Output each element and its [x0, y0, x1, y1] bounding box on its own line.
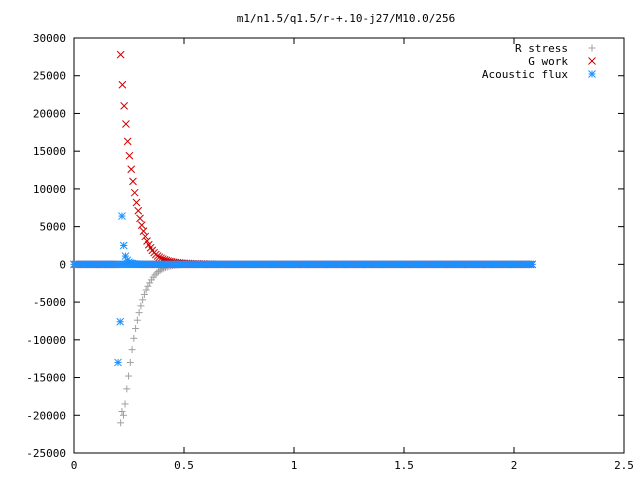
data-point — [132, 325, 140, 332]
data-point — [116, 50, 125, 59]
y-tick-label: 15000 — [33, 145, 66, 158]
plot-frame — [73, 37, 625, 454]
data-point — [128, 346, 136, 354]
data-point — [140, 291, 148, 299]
legend-marker — [588, 57, 596, 65]
x-tick-label: 2.5 — [614, 459, 634, 472]
data-point — [119, 241, 128, 250]
y-tick-label: -25000 — [26, 447, 66, 460]
data-point — [127, 165, 136, 174]
data-point — [120, 411, 127, 419]
data-point — [137, 302, 145, 310]
data-point — [137, 221, 146, 229]
y-tick-label: 25000 — [33, 70, 66, 83]
x-tick-label: 1.5 — [394, 459, 414, 472]
data-point — [118, 408, 126, 415]
data-point — [129, 177, 137, 186]
data-point — [139, 227, 148, 236]
data-point — [123, 137, 132, 146]
x-tick-label: 0.5 — [174, 459, 194, 472]
data-point — [528, 260, 537, 269]
data-marks — [70, 50, 537, 427]
x-tick-label: 0 — [71, 459, 78, 472]
y-tick-label: -10000 — [26, 334, 66, 347]
legend-label: R stress — [515, 42, 568, 55]
data-point — [125, 372, 133, 380]
zero-line-points — [70, 260, 537, 269]
data-point — [123, 385, 131, 393]
data-point — [114, 358, 122, 367]
data-point — [144, 282, 152, 290]
y-tick-label: -15000 — [26, 372, 66, 385]
x-tick-label: 2 — [511, 459, 518, 472]
data-point — [155, 253, 164, 262]
data-point — [154, 268, 162, 276]
chart-title: m1/n1.5/q1.5/r-+.10-j27/M10.0/256 — [237, 12, 456, 25]
data-point — [118, 80, 127, 89]
data-point — [120, 102, 129, 110]
data-point — [153, 269, 161, 277]
y-tick-label: 5000 — [40, 221, 67, 234]
legend-label: Acoustic flux — [482, 68, 568, 81]
data-point — [133, 316, 141, 324]
legend-label: G work — [528, 55, 568, 68]
data-point — [132, 198, 141, 207]
data-point — [126, 358, 134, 366]
data-point — [130, 334, 138, 342]
y-tick-label: 0 — [59, 258, 66, 271]
y-axis: 30000 25000 20000 15000 10000 5000 0 -5000 -1000… — [26, 32, 624, 460]
y-tick-label: -5000 — [33, 296, 66, 309]
y-tick-label: 30000 — [33, 32, 66, 45]
legend-marker — [588, 70, 596, 78]
x-tick-label: 1 — [291, 459, 298, 472]
data-point — [136, 214, 144, 223]
data-point — [130, 188, 139, 197]
data-point — [143, 237, 151, 245]
data-point — [117, 419, 125, 427]
x-axis: 0 0.5 1 1.5 2 2.5 — [71, 38, 634, 472]
y-tick-label: -20000 — [26, 409, 66, 422]
data-point — [141, 232, 150, 241]
data-point — [118, 212, 126, 220]
data-point — [125, 151, 134, 160]
legend-marker — [588, 44, 596, 52]
y-tick-label: 10000 — [33, 183, 66, 196]
y-tick-label: 20000 — [33, 107, 66, 120]
data-point — [142, 286, 150, 294]
data-point — [135, 309, 143, 317]
data-point — [134, 206, 143, 215]
data-point — [139, 296, 147, 304]
data-point — [121, 400, 129, 408]
data-point — [122, 120, 130, 128]
data-point — [116, 317, 125, 326]
data-point — [146, 279, 154, 287]
